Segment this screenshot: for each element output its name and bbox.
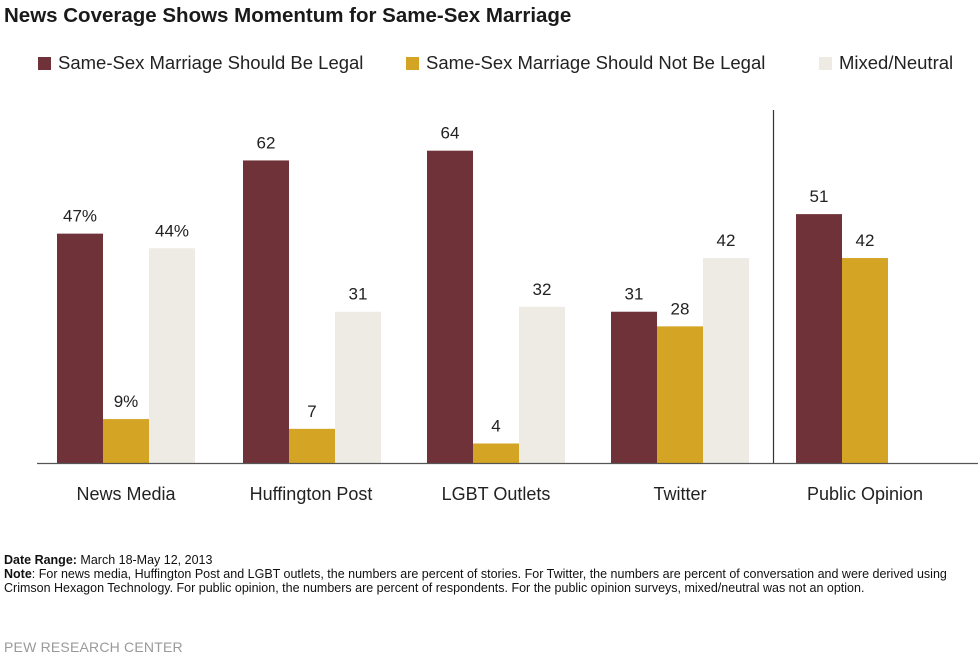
bar-mixed-twitter [703, 258, 749, 463]
source-credit: PEW RESEARCH CENTER [4, 639, 183, 655]
bar-mixed-lgbt-outlets [519, 306, 565, 463]
category-label-public-opinion: Public Opinion [807, 484, 923, 504]
data-label-legal-news-media: 47% [63, 207, 97, 226]
legend-label-not-legal: Same-Sex Marriage Should Not Be Legal [426, 52, 766, 73]
bar-not-legal-twitter [657, 326, 703, 463]
chart-title: News Coverage Shows Momentum for Same-Se… [4, 4, 572, 27]
footer-notes: Date Range: March 18-May 12, 2013 Note: … [4, 553, 974, 595]
bar-not-legal-huffington-post [289, 428, 335, 463]
bar-legal-twitter [611, 311, 657, 463]
data-label-legal-public-opinion: 51 [810, 187, 829, 206]
note: Note: For news media, Huffington Post an… [4, 567, 974, 595]
legend-label-legal: Same-Sex Marriage Should Be Legal [58, 52, 364, 73]
data-label-legal-lgbt-outlets: 64 [441, 124, 460, 143]
data-label-not-legal-huffington-post: 7 [307, 402, 316, 421]
legend-item-legal: Same-Sex Marriage Should Be Legal [38, 52, 363, 74]
data-label-mixed-twitter: 42 [717, 231, 736, 250]
legend: Same-Sex Marriage Should Be Legal Same-S… [38, 52, 978, 76]
data-label-not-legal-news-media: 9% [114, 392, 139, 411]
bar-legal-huffington-post [243, 160, 289, 463]
data-label-legal-huffington-post: 62 [257, 133, 276, 152]
data-label-mixed-huffington-post: 31 [349, 285, 368, 304]
data-label-not-legal-twitter: 28 [671, 299, 690, 318]
bar-mixed-huffington-post [335, 311, 381, 463]
legend-item-not-legal: Same-Sex Marriage Should Not Be Legal [406, 52, 765, 74]
date-range: Date Range: March 18-May 12, 2013 [4, 553, 974, 567]
legend-item-mixed: Mixed/Neutral [819, 52, 953, 74]
data-label-mixed-lgbt-outlets: 32 [533, 280, 552, 299]
category-label-twitter: Twitter [653, 484, 706, 504]
data-label-mixed-news-media: 44% [155, 221, 189, 240]
legend-label-mixed: Mixed/Neutral [839, 52, 954, 73]
data-label-legal-twitter: 31 [625, 285, 644, 304]
bar-not-legal-lgbt-outlets [473, 443, 519, 463]
note-label: Note [4, 567, 32, 581]
bar-chart: 47% 9% 44% News Media 62 7 31 Huffington Post 64… [37, 110, 978, 504]
data-label-not-legal-public-opinion: 42 [856, 231, 875, 250]
data-label-not-legal-lgbt-outlets: 4 [491, 416, 500, 435]
legend-swatch-mixed [819, 56, 832, 70]
date-range-label: Date Range: [4, 553, 77, 567]
category-label-huffington-post: Huffington Post [250, 484, 373, 504]
date-range-value: March 18-May 12, 2013 [76, 553, 213, 567]
bar-mixed-news-media [149, 248, 195, 463]
bar-not-legal-public-opinion [842, 258, 888, 463]
bar-legal-lgbt-outlets [427, 150, 473, 463]
bar-not-legal-news-media [103, 419, 149, 463]
bar-legal-news-media [57, 233, 103, 463]
note-text: : For news media, Huffington Post and LG… [4, 567, 947, 595]
category-label-news-media: News Media [76, 484, 176, 504]
legend-swatch-legal [38, 56, 51, 70]
category-label-lgbt-outlets: LGBT Outlets [442, 484, 551, 504]
bar-legal-public-opinion [796, 214, 842, 463]
legend-swatch-not-legal [406, 56, 419, 70]
